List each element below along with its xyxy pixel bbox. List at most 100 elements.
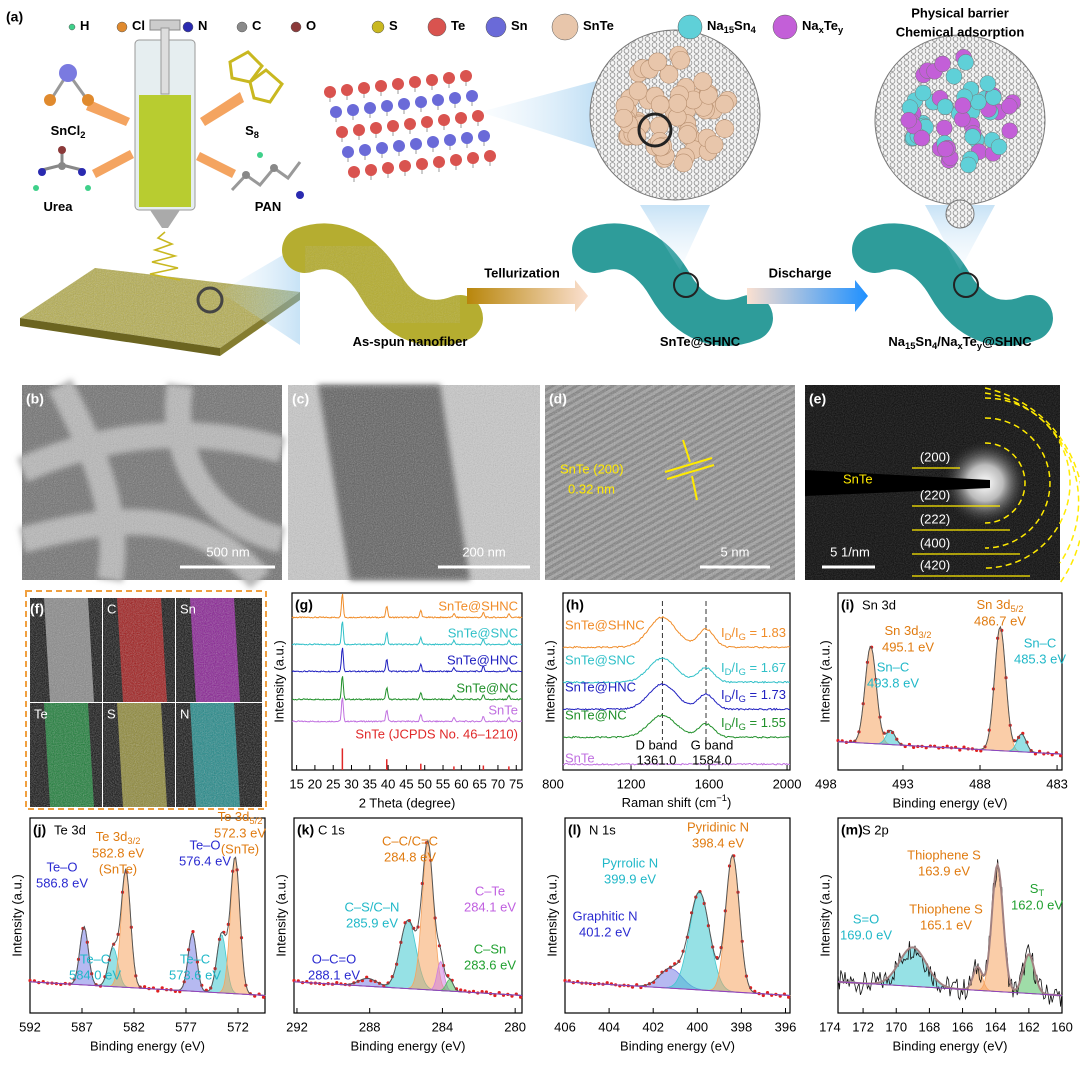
label: SnTe@SNC bbox=[565, 652, 635, 667]
label: 800 bbox=[542, 776, 564, 791]
plot-frame bbox=[291, 592, 523, 771]
legend-swatch bbox=[427, 17, 447, 37]
lattice-atom bbox=[426, 74, 438, 86]
label-part: C bbox=[252, 18, 262, 33]
label: ID/IG = 1.67 bbox=[721, 660, 786, 677]
label: 586.8 eV bbox=[36, 875, 88, 890]
arrow bbox=[196, 152, 236, 178]
discharge-particle bbox=[957, 54, 974, 71]
lattice-atom bbox=[364, 102, 376, 114]
raw-point bbox=[493, 993, 497, 998]
label: Sn 3d5/2 bbox=[977, 597, 1024, 614]
label-part: N bbox=[198, 18, 207, 33]
lattice-atom bbox=[376, 142, 388, 154]
fit-component bbox=[837, 954, 1063, 996]
snte-particle bbox=[704, 135, 724, 155]
label-part: = 1.73 bbox=[746, 687, 786, 702]
label-part: y bbox=[977, 341, 983, 351]
fringe-arrow bbox=[682, 439, 691, 463]
discharge-particle bbox=[990, 138, 1008, 156]
label-part: x bbox=[957, 341, 963, 351]
label: (420) bbox=[920, 557, 950, 572]
label: 165.1 eV bbox=[920, 917, 972, 932]
label-part: 5/2 bbox=[1010, 604, 1023, 614]
dynamic-layer: (a)H Cl N C O S Te Sn SnTe Na15Sn4 NaxTeyPhysical … bbox=[6, 5, 1073, 1053]
background bbox=[29, 981, 266, 996]
label-part: /I bbox=[731, 687, 738, 702]
label: Pyrrolic N bbox=[602, 855, 658, 870]
zoom-beam bbox=[925, 205, 995, 270]
nanofiber bbox=[852, 223, 1053, 346]
plot-frame bbox=[837, 592, 1063, 771]
ring bbox=[984, 397, 1071, 569]
magnifier bbox=[196, 286, 224, 314]
lattice-atom bbox=[450, 154, 462, 166]
label: Te–C bbox=[180, 951, 210, 966]
plot-frame bbox=[29, 817, 266, 1014]
lattice-atom bbox=[353, 124, 365, 136]
plot-frame bbox=[837, 817, 1063, 1014]
label: 163.9 eV bbox=[918, 863, 970, 878]
discharge-particle bbox=[964, 128, 981, 145]
atom bbox=[78, 168, 86, 176]
label: SnCl2 bbox=[51, 123, 86, 140]
label: 486.7 eV bbox=[974, 613, 1026, 628]
label-part: @SHNC bbox=[982, 334, 1032, 349]
lattice-atom bbox=[375, 80, 387, 92]
label: SnTe (200) bbox=[560, 461, 624, 476]
label: 60 bbox=[454, 776, 468, 791]
atom bbox=[257, 152, 263, 158]
jet-coil bbox=[149, 231, 181, 281]
atom bbox=[82, 94, 94, 106]
legend-swatch bbox=[551, 13, 579, 41]
label-part: −1 bbox=[716, 793, 727, 803]
label: 55 bbox=[436, 776, 450, 791]
label-part: T bbox=[1038, 888, 1044, 898]
label: 500 nm bbox=[206, 544, 249, 559]
lattice-atom bbox=[443, 72, 455, 84]
label: Urea bbox=[44, 199, 74, 214]
label: As-spun nanofiber bbox=[353, 334, 468, 349]
label: N 1s bbox=[589, 822, 616, 837]
label: 498 bbox=[815, 776, 837, 791]
raw-point bbox=[945, 744, 949, 748]
atom bbox=[44, 94, 56, 106]
label-part: H bbox=[80, 18, 89, 33]
label-part: 2 bbox=[80, 130, 85, 140]
label-part: Te bbox=[451, 18, 465, 33]
label: 398 bbox=[731, 1019, 753, 1034]
label: 2 Theta (degree) bbox=[359, 795, 456, 810]
lattice-atom bbox=[336, 126, 348, 138]
label-part: O bbox=[306, 18, 316, 33]
lattice-atom bbox=[455, 112, 467, 124]
label-part: S bbox=[245, 123, 254, 138]
label: 400 bbox=[686, 1019, 708, 1034]
label: Te bbox=[451, 18, 465, 33]
label: 50 bbox=[417, 776, 431, 791]
label: Binding energy (eV) bbox=[893, 795, 1008, 810]
step-arrow bbox=[467, 280, 588, 312]
raman-trace bbox=[562, 762, 791, 766]
label: (j) bbox=[33, 822, 46, 838]
label: 399.9 eV bbox=[604, 871, 656, 886]
label: 284 bbox=[432, 1019, 454, 1034]
raw-point bbox=[143, 985, 147, 989]
label-part: x bbox=[819, 25, 825, 35]
label: 162 bbox=[1018, 1019, 1040, 1034]
label-part: I bbox=[721, 687, 725, 702]
label: 582.8 eV bbox=[92, 845, 144, 860]
map-noise bbox=[103, 598, 175, 702]
raman-trace bbox=[562, 657, 791, 684]
lattice-atom bbox=[421, 116, 433, 128]
label: SnTe bbox=[488, 702, 518, 717]
lattice-atom bbox=[370, 122, 382, 134]
step-arrow bbox=[747, 280, 868, 312]
label: C–C/C=C bbox=[382, 833, 438, 848]
snte-particle bbox=[659, 65, 679, 84]
zoom-beam bbox=[480, 80, 600, 150]
nanofiber-texture bbox=[282, 223, 483, 346]
label-part: Na bbox=[802, 18, 819, 33]
label: 2000 bbox=[773, 776, 802, 791]
label-part: /Na bbox=[937, 334, 958, 349]
label: 584.0 eV bbox=[69, 967, 121, 982]
